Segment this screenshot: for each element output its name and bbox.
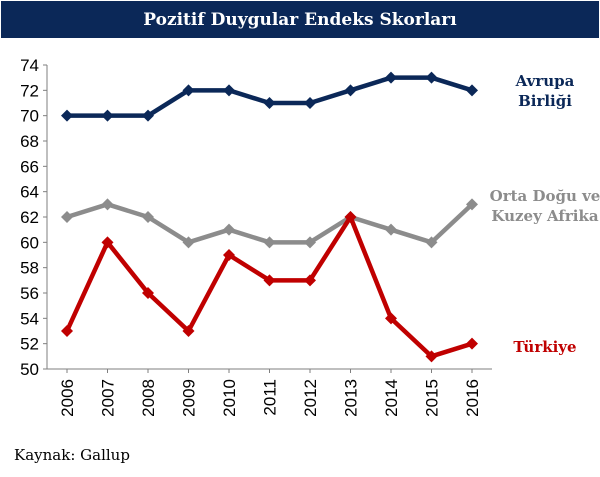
data-point	[263, 274, 276, 287]
data-point	[61, 325, 73, 337]
data-point	[61, 109, 73, 122]
y-tick-label: 58	[20, 259, 39, 278]
series-t-rkiye	[61, 211, 478, 363]
y-tick-label: 60	[20, 233, 39, 252]
series-line	[67, 75, 473, 118]
data-point	[182, 236, 195, 249]
data-point	[425, 350, 438, 363]
y-tick-label: 52	[20, 335, 39, 354]
x-tick-label: 2015	[423, 379, 442, 417]
series-label: Avrupa	[515, 72, 575, 90]
y-tick-label: 72	[20, 81, 39, 100]
x-tick-label: 2011	[261, 379, 280, 416]
x-tick-label: 2014	[382, 379, 401, 417]
data-point	[344, 211, 357, 223]
y-tick-label: 64	[20, 183, 39, 202]
data-point	[344, 84, 357, 97]
chart-title: Pozitif Duygular Endeks Skorları	[1, 1, 599, 38]
data-point	[142, 109, 154, 122]
x-tick-label: 2010	[220, 379, 239, 417]
x-tick-label: 2008	[139, 379, 158, 417]
source-note: Kaynak: Gallup	[14, 446, 130, 464]
data-point	[223, 249, 235, 261]
data-point	[101, 236, 114, 249]
y-tick-labels: 50 52 54 56 58 60 62 64 66 68 70 72 74	[20, 56, 47, 379]
x-tick-label: 2006	[58, 379, 77, 417]
series-label: Kuzey Afrika	[491, 207, 598, 225]
y-tick-label: 62	[20, 208, 39, 227]
x-tick-labels: 2006 2007 2008 2009 2010 2011 2012 2013 2014 2015…	[58, 369, 482, 417]
series-label: Orta Doğu ve	[490, 187, 600, 205]
data-point	[263, 97, 276, 109]
data-point	[182, 84, 195, 97]
series-label: Birliği	[518, 92, 572, 110]
data-point	[304, 236, 316, 249]
data-point	[142, 287, 154, 299]
data-point	[61, 211, 73, 223]
x-tick-label: 2009	[180, 379, 199, 417]
data-point	[466, 337, 478, 350]
data-point	[466, 198, 478, 211]
x-tick-label: 2012	[301, 379, 320, 417]
y-tick-label: 68	[20, 132, 39, 151]
data-point	[101, 198, 114, 211]
y-tick-label: 50	[20, 360, 39, 379]
x-tick-label: 2016	[463, 379, 482, 417]
data-point	[425, 71, 438, 84]
data-point	[304, 97, 316, 109]
y-tick-label: 66	[20, 157, 39, 176]
data-point	[101, 109, 114, 122]
y-tick-label: 56	[20, 284, 39, 303]
x-tick-label: 2007	[99, 379, 118, 417]
data-point	[466, 84, 478, 97]
series-labels: Avrupa Birliği Orta Doğu ve Kuzey Afrika Tür…	[490, 72, 600, 356]
y-tick-label: 74	[20, 56, 39, 75]
data-point	[304, 274, 316, 287]
data-point	[385, 71, 397, 84]
data-point	[385, 312, 397, 325]
series-orta-do-u-ve-kuzey-afrika	[61, 198, 478, 249]
data-point	[425, 236, 438, 249]
series-label: Türkiye	[513, 338, 576, 356]
data-point	[263, 236, 276, 249]
series-layer	[61, 71, 478, 363]
y-tick-label: 70	[20, 107, 39, 126]
data-point	[142, 211, 154, 223]
axes	[46, 65, 492, 370]
data-point	[223, 223, 235, 236]
data-point	[223, 84, 235, 97]
x-tick-label: 2013	[342, 379, 361, 417]
data-point	[385, 223, 397, 236]
data-point	[182, 325, 195, 337]
series-avrupa-birli-i	[61, 71, 478, 122]
y-tick-label: 54	[20, 309, 39, 328]
